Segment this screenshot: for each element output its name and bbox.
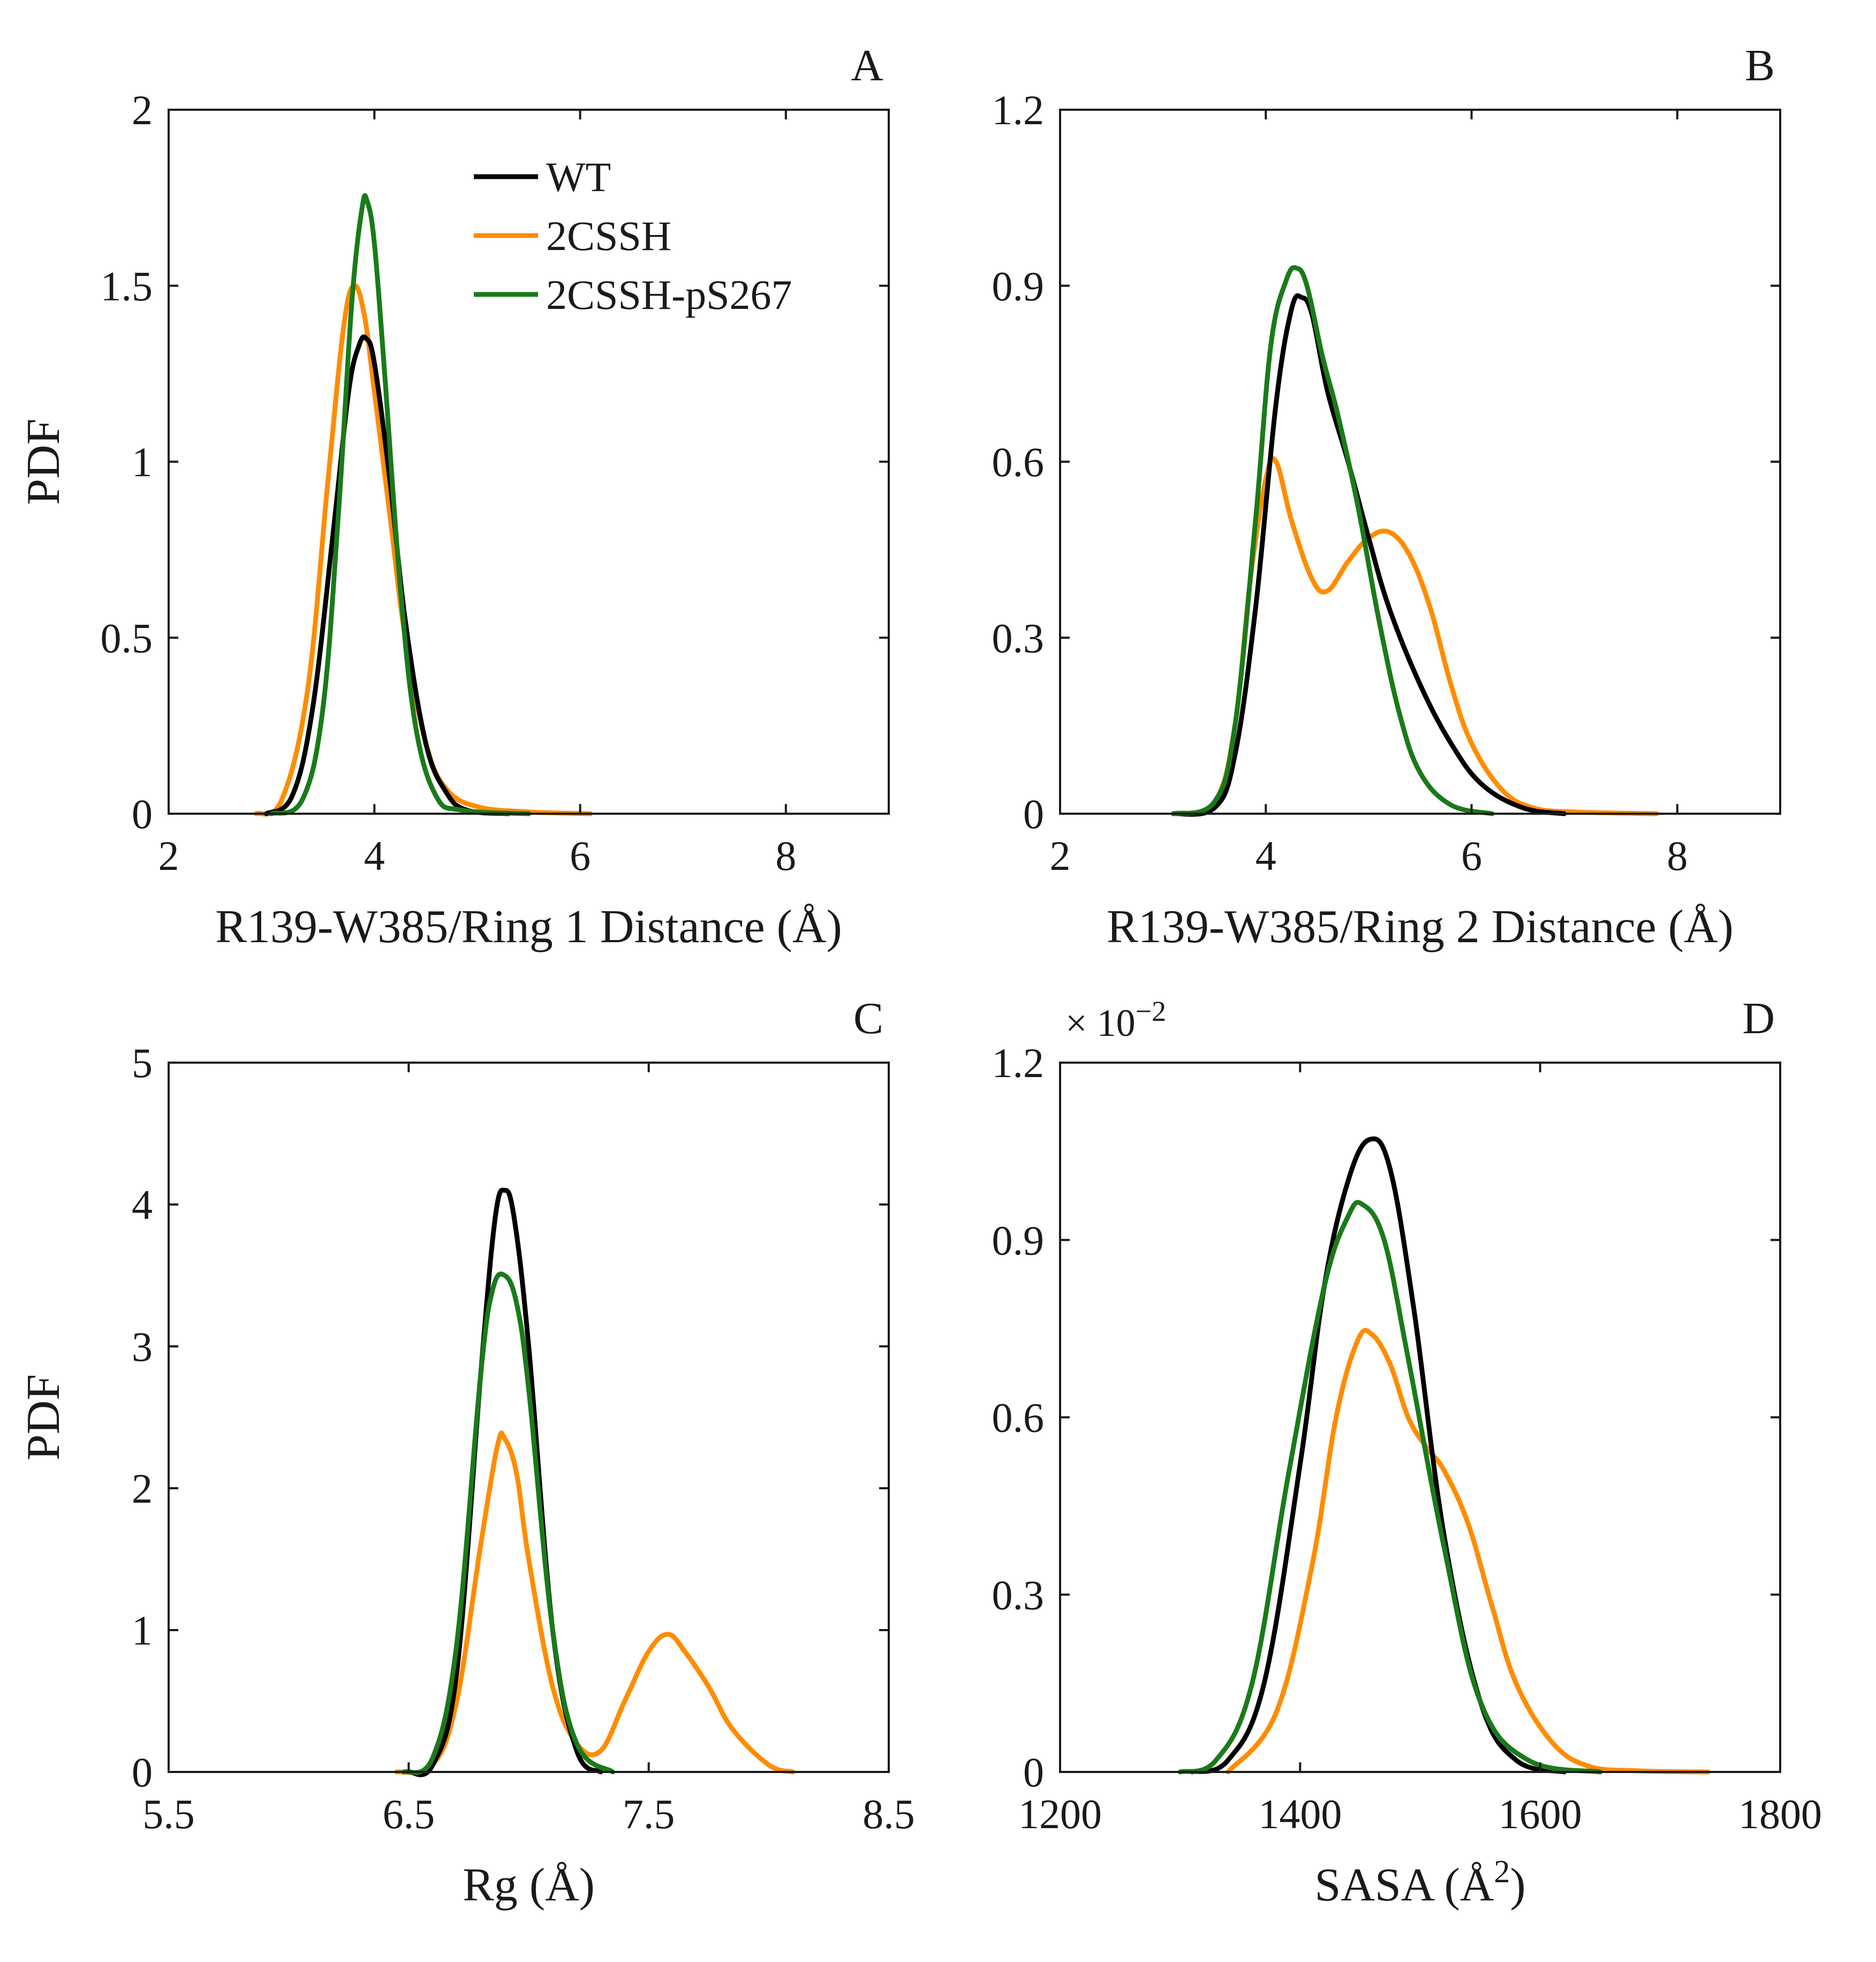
y-tick-label: 2 — [132, 1465, 153, 1512]
x-tick-label: 2 — [1050, 832, 1071, 879]
series-line-wt — [1190, 1136, 1567, 1775]
y-tick-label: 0.6 — [992, 1395, 1045, 1441]
panel-d: 1200 1400 1600 1800 0 0.3 0.6 0.9 1.2 D SASA (Å2) ×… — [992, 994, 1822, 1911]
y-tick-label: 0.9 — [992, 263, 1045, 309]
x-tick-label: 1200 — [1018, 1791, 1102, 1837]
panel-c: 5.5 6.5 7.5 8.5 0 1 2 3 4 5 C Rg (Å) PDF — [18, 994, 915, 1911]
legend-label: 2CSSH — [546, 213, 671, 259]
axes-frame — [168, 109, 890, 815]
series-line-wt — [1170, 293, 1567, 817]
panel-letter: A — [851, 41, 883, 90]
y-tick-label: 0.9 — [992, 1217, 1045, 1263]
x-axis-label: SASA (Å2) — [1314, 1854, 1525, 1911]
panel-b: 2 4 6 8 0 0.3 0.6 0.9 1.2 B R139-W385/Ring 2 Dista… — [992, 41, 1781, 953]
y-tick-label: 1 — [132, 1607, 153, 1654]
x-axis-label-superscript: 2 — [1494, 1854, 1510, 1889]
panel-letter: B — [1745, 41, 1775, 90]
x-tick-label: 6 — [570, 832, 591, 879]
x-axis-label: R139-W385/Ring 2 Distance (Å) — [1107, 901, 1734, 953]
y-tick-label: 0 — [132, 1749, 153, 1796]
y-tick-label: 1.2 — [992, 87, 1045, 133]
series-line-2cssh — [1226, 1328, 1711, 1775]
y-tick-label: 1.5 — [101, 263, 153, 309]
x-tick-label: 8.5 — [863, 1791, 915, 1837]
series-line-2cssh-ps267 — [1170, 265, 1495, 816]
y-tick-label: 0.3 — [992, 615, 1045, 661]
y-tick-label: 0 — [132, 791, 153, 837]
y-tick-label: 1.2 — [992, 1040, 1045, 1086]
x-tick-label: 4 — [364, 832, 385, 879]
legend-label: WT — [546, 154, 611, 200]
x-tick-label: 2 — [158, 832, 179, 879]
x-tick-label: 1400 — [1258, 1791, 1342, 1837]
y-tick-label: 0 — [1023, 1749, 1044, 1796]
x-axis-label-end: ) — [1510, 1859, 1525, 1911]
x-tick-label: 7.5 — [623, 1791, 675, 1837]
y-axis-label: PDF — [18, 1374, 70, 1460]
series-line-2cssh-ps267 — [269, 193, 531, 816]
y-axis-exponent: −2 — [1136, 995, 1166, 1027]
y-tick-label: 0.3 — [992, 1572, 1045, 1618]
y-tick-label: 0.6 — [992, 439, 1045, 486]
series-line-2cssh — [394, 1430, 796, 1775]
y-axis-multiplier: × 10−2 — [1065, 995, 1166, 1044]
y-tick-label: 3 — [132, 1323, 153, 1370]
x-axis-label: R139-W385/Ring 1 Distance (Å) — [215, 901, 842, 953]
series-line-wt — [264, 334, 511, 816]
y-tick-label: 0.5 — [101, 615, 153, 661]
series-line-2cssh-ps267 — [1177, 1200, 1603, 1775]
x-tick-label: 6 — [1461, 832, 1482, 879]
axes-frame — [168, 1062, 890, 1773]
x-tick-label: 5.5 — [142, 1791, 195, 1837]
y-tick-label: 2 — [132, 87, 153, 133]
panel-letter: D — [1742, 994, 1775, 1043]
y-tick-label: 1 — [132, 439, 153, 486]
legend-label: 2CSSH-pS267 — [546, 271, 792, 318]
x-tick-label: 1800 — [1738, 1791, 1822, 1837]
x-axis-label: Rg (Å) — [463, 1859, 595, 1911]
x-tick-label: 8 — [1667, 832, 1688, 879]
x-tick-label: 1600 — [1499, 1791, 1582, 1837]
panel-a: 2 4 6 8 0 0.5 1 1.5 2 A R139-W385/Ring 1 Distance … — [18, 41, 890, 953]
x-tick-label: 4 — [1255, 832, 1276, 879]
y-axis-label: PDF — [18, 419, 70, 505]
series-line-2cssh-ps267 — [401, 1271, 615, 1775]
y-tick-label: 4 — [132, 1181, 153, 1228]
y-tick-label: 0 — [1023, 791, 1044, 837]
axes-frame — [1059, 109, 1781, 815]
x-tick-label: 6.5 — [383, 1791, 435, 1837]
panel-letter: C — [853, 994, 883, 1043]
x-tick-label: 8 — [775, 832, 796, 879]
y-tick-label: 5 — [132, 1040, 153, 1086]
